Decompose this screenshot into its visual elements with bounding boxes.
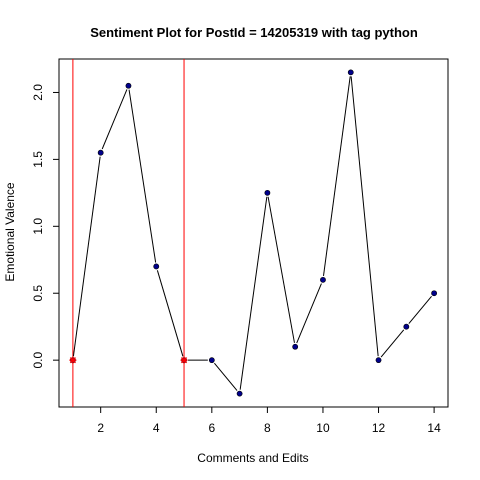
- x-tick-label-10: 10: [316, 421, 330, 435]
- series-segment-9: [296, 283, 322, 344]
- series-segment-10: [322, 76, 351, 276]
- y-tick-label-4: 2.0: [31, 84, 45, 101]
- y-tick-label-1: 0.5: [31, 285, 45, 302]
- data-point-7: [236, 390, 243, 397]
- x-axis-label: Comments and Edits: [197, 451, 308, 465]
- series-segment-3: [128, 89, 157, 263]
- data-point-14: [431, 290, 438, 297]
- plot-area: [58, 58, 449, 408]
- series-segment-8: [267, 196, 295, 343]
- x-tick-label-2: 2: [97, 421, 104, 435]
- data-point-13: [403, 323, 410, 330]
- y-axis-label: Emotional Valence: [3, 182, 17, 281]
- y-tick-label-0: 0.0: [31, 351, 45, 368]
- x-tick-label-8: 8: [264, 421, 271, 435]
- y-tick-label-3: 1.5: [31, 151, 45, 168]
- series-segment-12: [380, 329, 405, 358]
- data-point-3: [125, 82, 132, 89]
- y-axis: 0.0 0.5 1.0 1.5 2.0: [31, 84, 60, 368]
- highlight-marker-1: [69, 356, 77, 364]
- x-tick-label-14: 14: [427, 421, 441, 435]
- x-tick-label-12: 12: [372, 421, 386, 435]
- series-segment-11: [350, 76, 379, 357]
- data-point-6: [208, 357, 215, 364]
- data-point-10: [320, 276, 326, 283]
- x-tick-label-6: 6: [208, 421, 215, 435]
- series-segment-7: [239, 196, 268, 390]
- highlight-stroke-5-3: [180, 357, 188, 364]
- chart-title: Sentiment Plot for PostId = 14205319 wit…: [90, 25, 418, 40]
- reference-lines: [72, 59, 185, 407]
- series-line-group: [72, 76, 432, 391]
- series-segment-2: [101, 89, 128, 150]
- data-point-2: [97, 149, 104, 156]
- series-segment-1: [72, 156, 101, 357]
- highlight-markers: [69, 356, 188, 364]
- x-axis: 2 4 6 8 10 12 14: [97, 406, 441, 435]
- series-segment-4: [156, 270, 184, 357]
- y-tick-label-2: 1.0: [31, 218, 45, 235]
- data-point-4: [153, 263, 160, 270]
- data-points: [69, 69, 438, 397]
- data-point-9: [292, 343, 299, 350]
- data-point-11: [347, 69, 354, 76]
- x-tick-label-4: 4: [153, 421, 160, 435]
- highlight-marker-5: [180, 356, 188, 364]
- series-segment-6: [213, 362, 238, 391]
- series-segment-13: [408, 295, 432, 324]
- data-point-12: [375, 357, 382, 364]
- highlight-stroke-1-3: [69, 357, 76, 364]
- data-point-8: [264, 189, 271, 196]
